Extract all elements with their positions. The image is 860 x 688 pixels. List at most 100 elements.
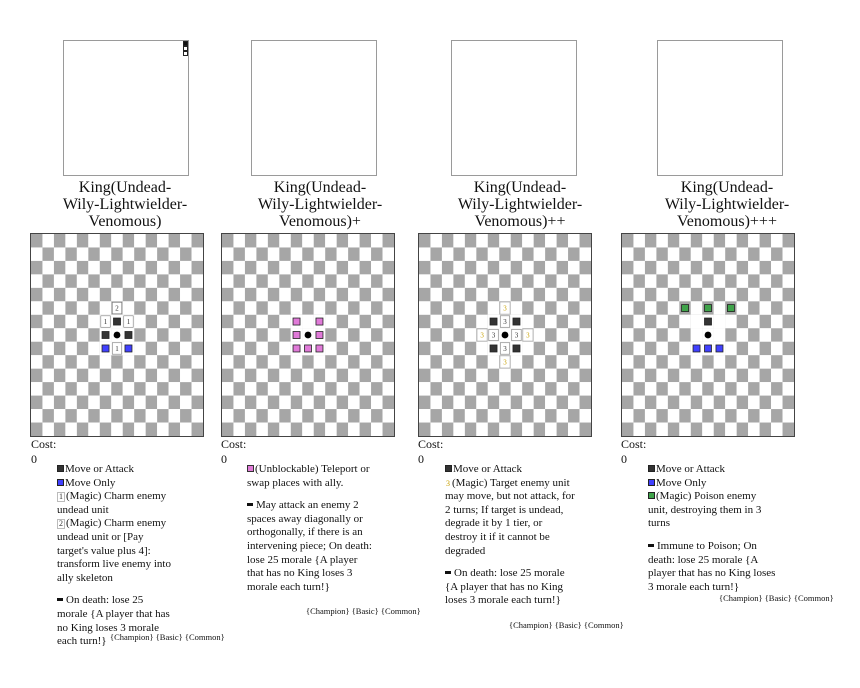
- board-square: [359, 422, 372, 436]
- board-square: [736, 341, 749, 356]
- board-square: [302, 314, 314, 329]
- magic-number-label: 2: [115, 305, 119, 313]
- board-square: [464, 395, 477, 410]
- board-square: [145, 260, 158, 275]
- board-square: [702, 247, 714, 261]
- move-attack-marker: [124, 331, 133, 339]
- board-square: [441, 234, 454, 248]
- board-square: [679, 234, 691, 248]
- unit-tags: {Champion} {Basic} {Common}: [509, 620, 624, 630]
- board-square: [713, 274, 726, 288]
- board-square: [88, 328, 100, 342]
- board-square: [453, 368, 465, 383]
- board-square: [31, 341, 43, 356]
- board-square: [99, 395, 112, 410]
- legend-row: Move or Attack: [445, 463, 575, 477]
- board-square: [42, 422, 54, 436]
- board-square: [244, 260, 257, 275]
- board-square: [359, 341, 372, 356]
- board-square: [656, 234, 668, 248]
- board-square: [371, 328, 383, 342]
- board-square: [168, 382, 181, 396]
- board-square: [302, 395, 314, 410]
- board-square: [191, 287, 203, 302]
- board-square: [748, 274, 760, 288]
- board-square: [644, 409, 657, 423]
- board-square: [633, 247, 645, 261]
- board-square: [371, 234, 383, 248]
- board-square: [168, 234, 181, 248]
- board-square: [725, 234, 737, 248]
- magic-square: [523, 329, 533, 341]
- board-square: [382, 247, 394, 261]
- board-square: [168, 287, 181, 302]
- board-square: [667, 260, 680, 275]
- move-attack-marker: [489, 317, 498, 326]
- board-square: [134, 301, 146, 315]
- board-square: [748, 395, 760, 410]
- ability-legend: Move or Attack Move Only 1 (Magic) Charm …: [57, 463, 175, 649]
- board-square: [348, 274, 360, 288]
- board-square: [568, 274, 580, 288]
- king-piece-icon: [304, 331, 312, 339]
- board-square: [65, 395, 77, 410]
- board-square: [134, 247, 146, 261]
- board-square: [702, 422, 714, 436]
- unit-title: King(Undead- Wily-Lightwielder- Venomous…: [664, 179, 790, 230]
- board-square: [759, 247, 772, 261]
- board-square: [313, 234, 326, 248]
- board-square: [656, 382, 668, 396]
- board-square: [667, 422, 680, 436]
- board-square: [644, 314, 657, 329]
- board-square: [522, 314, 534, 329]
- board-square: [725, 314, 737, 329]
- board-square: [168, 422, 181, 436]
- board-square: [522, 260, 534, 275]
- board-square: [510, 247, 523, 261]
- unit-cost: Cost: 0: [221, 437, 247, 466]
- board-square: [88, 301, 100, 315]
- board-square: [302, 287, 314, 302]
- board-square: [644, 260, 657, 275]
- board-square: [476, 287, 488, 302]
- board-square: [122, 422, 135, 436]
- board-square: [690, 355, 703, 369]
- board-square: [725, 260, 737, 275]
- board-square: [499, 234, 511, 248]
- board-square: [690, 368, 703, 383]
- board-square: [713, 382, 726, 396]
- board-square: [42, 355, 54, 369]
- board-square: [782, 287, 794, 302]
- board-square: [453, 409, 465, 423]
- board-square: [279, 368, 291, 383]
- board-square: [679, 355, 691, 369]
- board-square: [430, 301, 442, 315]
- board-square: [499, 260, 511, 275]
- board-square: [279, 395, 291, 410]
- board-square: [65, 274, 77, 288]
- move-only-icon: [648, 478, 655, 486]
- board-square: [545, 382, 557, 396]
- board-square: [476, 409, 488, 423]
- board-square: [556, 409, 569, 423]
- board-square: [725, 328, 737, 342]
- board-square: [233, 395, 245, 410]
- board-square: [31, 274, 43, 288]
- board-square: [348, 409, 360, 423]
- board-square: [545, 314, 557, 329]
- board-square: [690, 301, 703, 315]
- board-square: [336, 301, 349, 315]
- board-square: [256, 409, 268, 423]
- board-square: [568, 355, 580, 369]
- board-square: [157, 368, 169, 383]
- board-square: [371, 247, 383, 261]
- board-square: [644, 368, 657, 383]
- board-square: [65, 368, 77, 383]
- board-square: [771, 314, 783, 329]
- board-square: [579, 409, 591, 423]
- board-square: [244, 274, 257, 288]
- board-square: [545, 287, 557, 302]
- board-square: [157, 382, 169, 396]
- board-square: [759, 341, 772, 356]
- board-square: [441, 341, 454, 356]
